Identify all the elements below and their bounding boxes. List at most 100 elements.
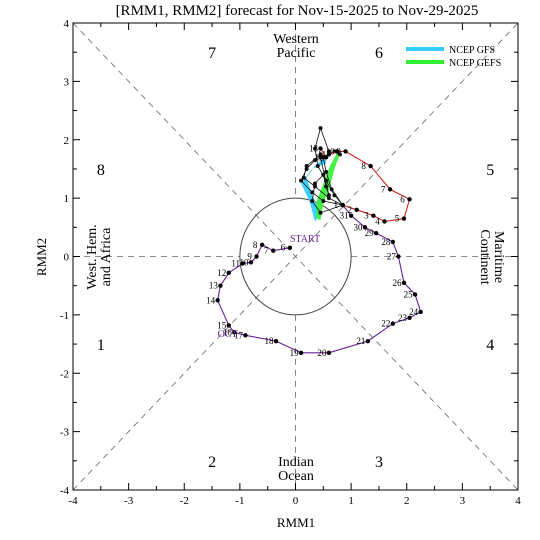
- ensemble-member-point-3-4: [299, 178, 304, 183]
- region-left-line2: and Africa: [99, 227, 114, 286]
- observed-label-8: 8: [253, 240, 258, 250]
- observed-point-30: [362, 225, 368, 230]
- forecast-label-3: 3: [364, 211, 369, 221]
- ensemble-member-point-5-5: [321, 172, 326, 177]
- observed-point-10: [248, 260, 254, 265]
- phase-number-8: 8: [97, 162, 105, 179]
- unit-circle: [239, 197, 352, 316]
- observed-point-18: [273, 338, 279, 344]
- phase-number-7: 7: [208, 45, 216, 62]
- ensemble-member-point-2-4: [315, 164, 320, 169]
- ensemble-member-point-5-4: [312, 181, 317, 186]
- ensemble-member-point-5-7: [326, 193, 331, 198]
- observed-label-7: 7: [264, 246, 269, 256]
- ensemble-member-point-4-3: [324, 169, 329, 174]
- observed-point-23: [407, 315, 412, 320]
- observed-label-15: 15: [217, 320, 227, 330]
- x-tick-label--1: -1: [235, 495, 244, 507]
- ensemble-member-point-4-6: [338, 152, 342, 157]
- observed-point-27: [396, 254, 401, 259]
- ensemble-member-point-1-6: [318, 152, 323, 157]
- forecast-label-5: 5: [395, 214, 400, 224]
- y-tick-label-2: 2: [64, 135, 70, 147]
- legend-label-gfs: NCEP GFS: [449, 45, 495, 56]
- observed-label-12: 12: [217, 268, 226, 278]
- observed-label-1: 1: [334, 200, 339, 210]
- ensemble-member-point-1-5: [304, 164, 309, 169]
- ensemble-member-point-5-6: [324, 184, 329, 189]
- observed-point-12: [226, 270, 231, 276]
- chart-title: [RMM1, RMM2] forecast for Nov-15-2025 to…: [116, 3, 479, 19]
- track-annotations: START OCT: [218, 234, 321, 340]
- observed-label-23: 23: [398, 313, 408, 323]
- region-bottom-line2: Ocean: [278, 469, 314, 484]
- y-tick-label-3: 3: [64, 76, 70, 88]
- forecast-point-10: [335, 149, 340, 154]
- forecast-point-4: [382, 219, 387, 224]
- x-tick-label-1: 1: [348, 495, 354, 507]
- x-tick-label--4: -4: [68, 495, 78, 507]
- annotation-oct: OCT: [218, 329, 238, 340]
- ensemble-member-point-3-2: [321, 199, 326, 204]
- ensemble-member-point-5-2: [318, 210, 323, 215]
- observed-label-30: 30: [354, 222, 364, 232]
- forecast-point-9: [343, 149, 348, 154]
- phase-number-1: 1: [97, 337, 105, 354]
- observed-point-25: [412, 292, 418, 297]
- ensemble-spread-bands: [301, 152, 340, 222]
- observed-point-20: [326, 350, 332, 356]
- forecast-track: 12345678910111213: [309, 144, 412, 226]
- forecast-label-7: 7: [381, 184, 386, 194]
- observed-point-9: [254, 254, 259, 259]
- observed-point-15: [226, 323, 231, 328]
- forecast-point-13: [318, 146, 323, 151]
- observed-point-6: [287, 245, 293, 250]
- y-tick-label-0: 0: [64, 252, 70, 264]
- ensemble-member-point-5-8: [318, 155, 323, 160]
- forecast-point-6: [407, 197, 412, 202]
- ensemble-member-point-5-3: [310, 199, 315, 204]
- phase-number-3: 3: [375, 454, 383, 471]
- forecast-label-11: 11: [318, 149, 327, 159]
- region-top-line2: Pacific: [277, 46, 316, 61]
- y-tick-label--4: -4: [60, 485, 70, 497]
- observed-point-22: [390, 321, 396, 326]
- phase-number-4: 4: [486, 337, 494, 354]
- gefs-spread-band: [316, 152, 340, 221]
- observed-label-28: 28: [381, 237, 391, 247]
- observed-label-21: 21: [356, 336, 365, 346]
- observed-point-11: [240, 261, 245, 266]
- forecast-point-2: [354, 207, 359, 212]
- x-tick-label-2: 2: [404, 495, 410, 507]
- observed-label-14: 14: [206, 295, 216, 305]
- forecast-label-12: 12: [315, 152, 324, 162]
- observed-point-16: [232, 330, 237, 335]
- x-axis-label: RMM1: [277, 515, 315, 530]
- forecast-point-8: [368, 163, 373, 169]
- forecast-point-3: [371, 213, 376, 218]
- ensemble-member-point-4-2: [329, 187, 334, 192]
- y-axis-label: RMM2: [34, 238, 49, 276]
- y-tick-label-4: 4: [64, 18, 70, 30]
- ensemble-member-point-2-5: [312, 146, 317, 151]
- observed-point-17: [243, 333, 248, 338]
- diagonal-guide-2: [72, 22, 519, 491]
- observed-point-26: [401, 280, 407, 285]
- gfs-spread-band: [301, 156, 327, 222]
- forecast-point-12: [323, 155, 329, 160]
- forecast-label-6: 6: [400, 194, 405, 204]
- y-tick-label--3: -3: [60, 427, 70, 439]
- observed-point-13: [218, 283, 223, 288]
- observed-label-9: 9: [247, 252, 252, 262]
- observed-label-31: 31: [340, 211, 349, 221]
- x-tick-label--3: -3: [124, 495, 134, 507]
- ensemble-member-point-3-5: [304, 166, 309, 171]
- observed-label-17: 17: [234, 330, 244, 340]
- observed-label-13: 13: [209, 281, 219, 291]
- forecast-label-8: 8: [361, 161, 366, 171]
- forecast-label-13: 13: [309, 144, 319, 154]
- observed-point-14: [215, 298, 220, 303]
- forecast-label-10: 10: [326, 146, 336, 156]
